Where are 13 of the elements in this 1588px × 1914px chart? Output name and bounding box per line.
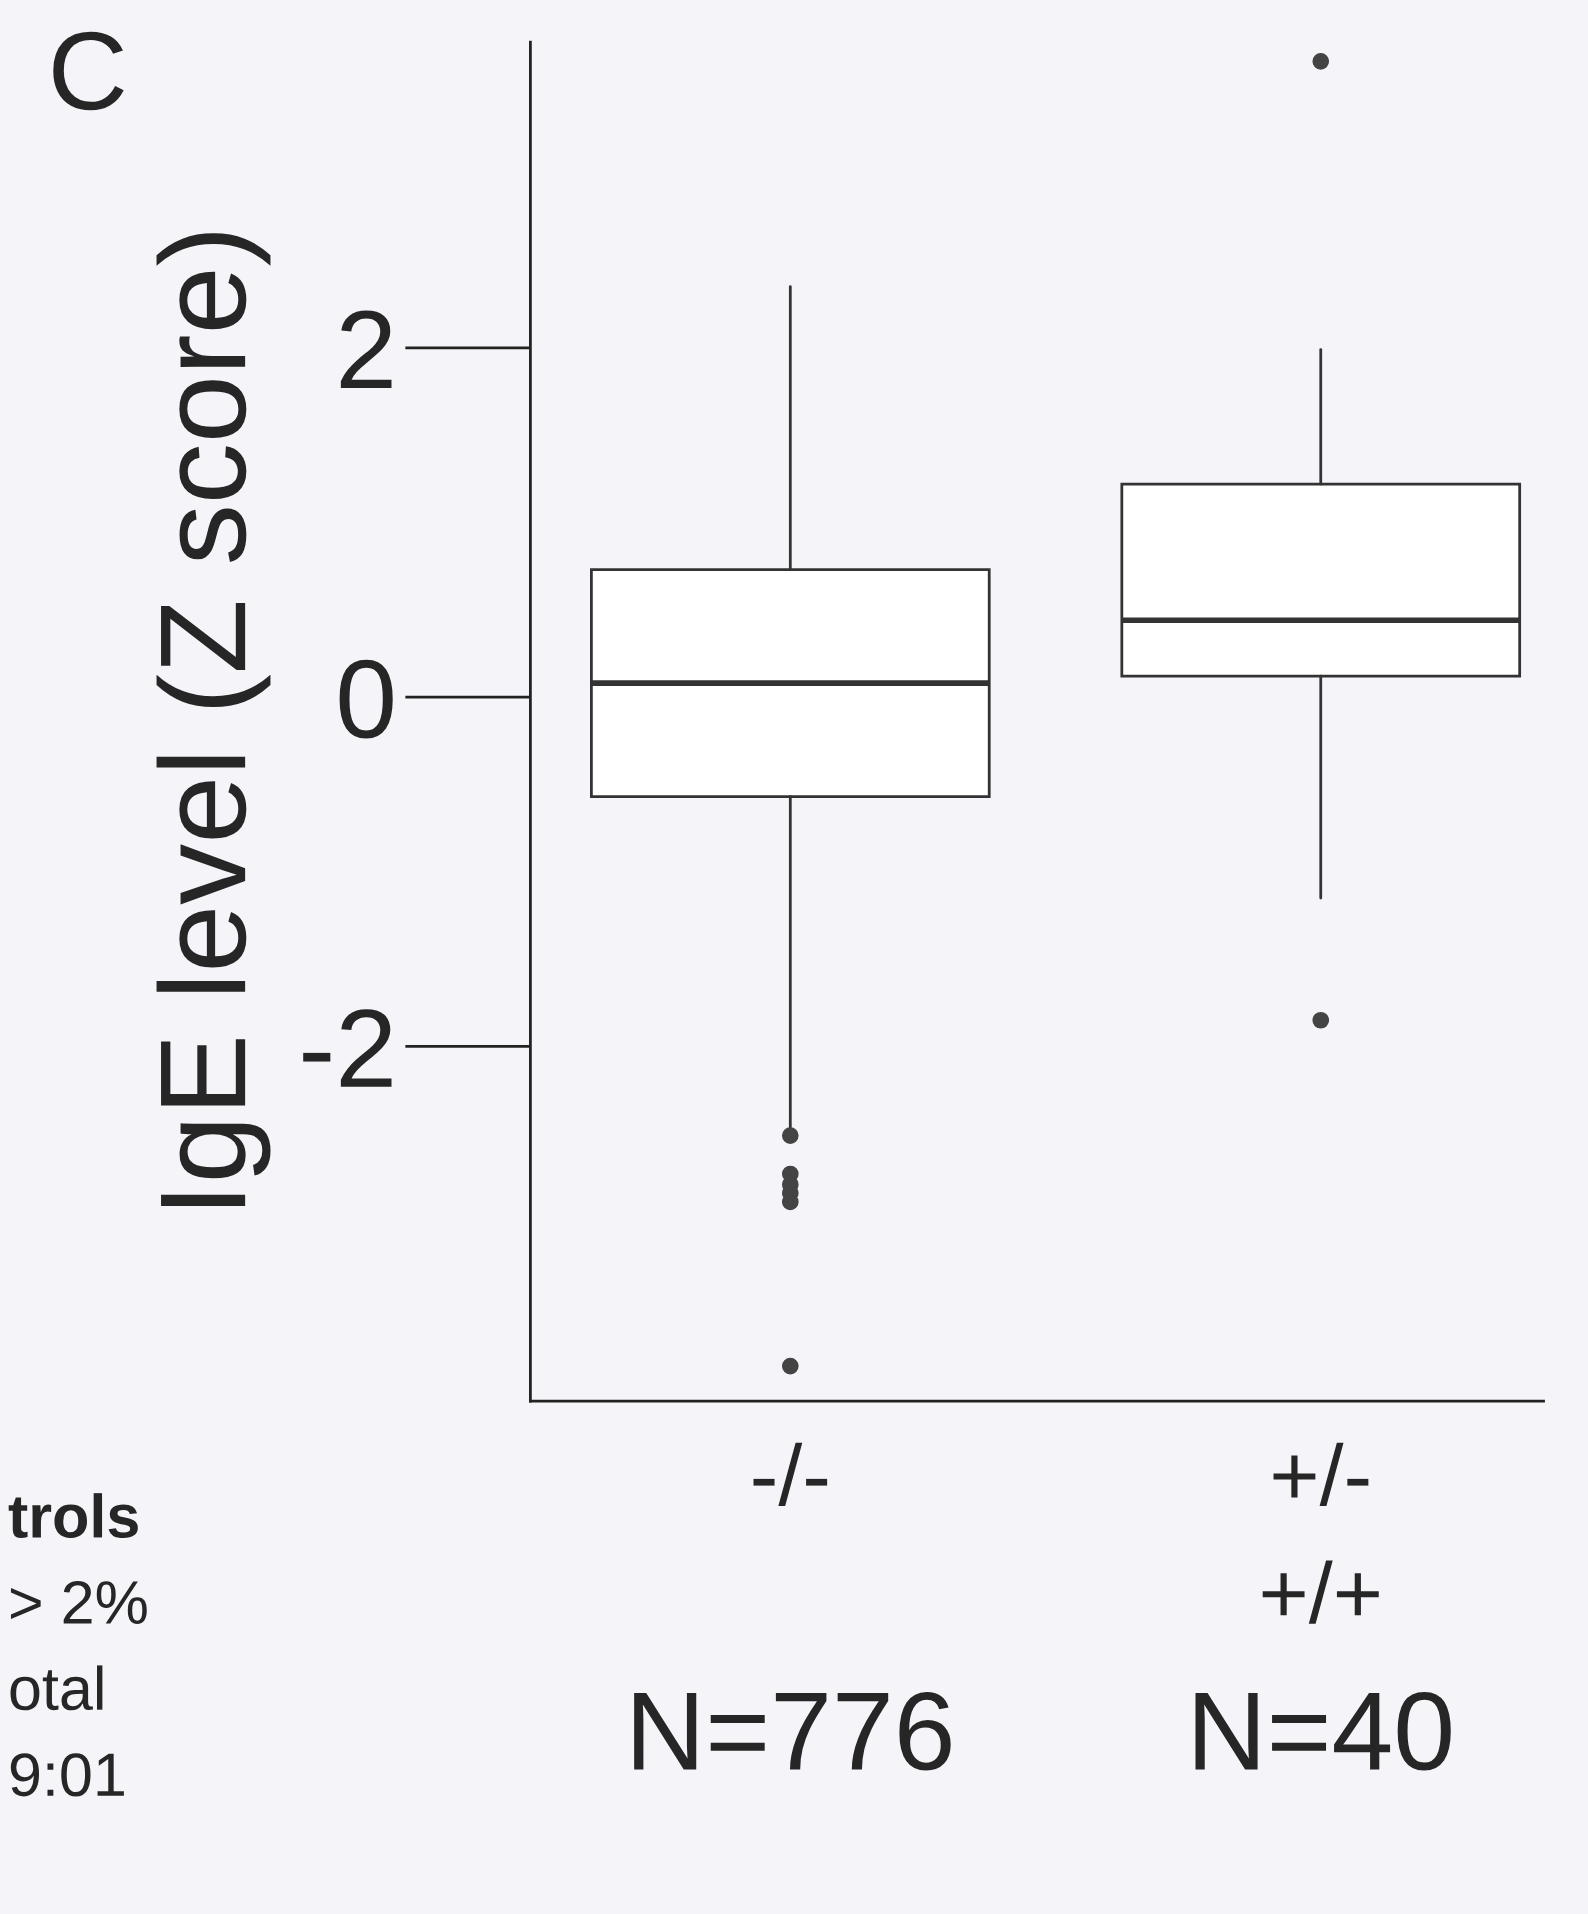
text: otal — [10, 1665, 103, 1711]
text: 9:01 — [10, 1753, 124, 1797]
y-tick-label: 0 — [339, 659, 393, 739]
x-tick-label: -/- — [753, 1442, 828, 1506]
y-axis-title: IgE level (Z score) — [156, 233, 271, 1207]
y-tick-label: -2 — [303, 1009, 392, 1087]
text: trols — [8, 1493, 138, 1539]
text: N=776 — [634, 1691, 951, 1771]
text: > 2% — [10, 1580, 147, 1624]
y-tick-label: 2 — [340, 310, 392, 389]
text: N=40 — [1195, 1691, 1451, 1771]
x-tick-label: +/- +/+ — [1262, 1442, 1379, 1624]
text: C — [53, 31, 124, 111]
